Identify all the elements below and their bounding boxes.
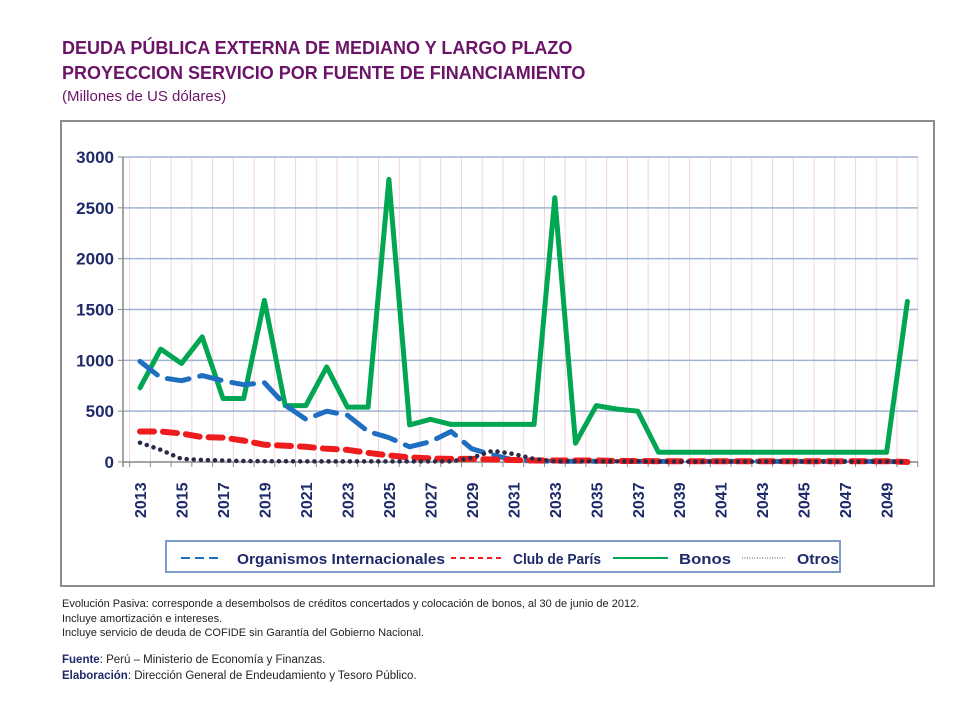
series-line-bonos (137, 176, 910, 455)
chart-subtitle: PROYECCION SERVICIO POR FUENTE DE FINANC… (62, 63, 586, 83)
y-tick-label: 2000 (76, 250, 114, 269)
legend-label-organismos: Organismos Internacionales (237, 551, 445, 568)
legend: Organismos Internacionales Club de París… (165, 540, 841, 573)
source-label: Fuente (62, 654, 100, 666)
x-tick-label: 2017 (216, 482, 233, 518)
y-tick-label: 0 (105, 453, 114, 472)
footnote-amortizacion: Incluye amortización e intereses. (62, 612, 223, 625)
legend-item-otros: Otros (742, 551, 839, 568)
x-tick-label: 2021 (299, 482, 316, 518)
x-tick-label: 2037 (631, 482, 648, 518)
y-tick-label: 500 (86, 402, 114, 421)
x-tick-label: 2025 (382, 482, 399, 518)
elaboration-line: Elaboración: Dirección General de Endeud… (62, 670, 417, 682)
x-tick-label: 2043 (755, 482, 772, 518)
x-tick-label: 2045 (797, 482, 814, 518)
y-tick-label: 3000 (76, 148, 114, 167)
legend-label-otros: Otros (797, 551, 839, 568)
y-tick-label: 1000 (76, 351, 114, 370)
x-tick-label: 2023 (340, 482, 357, 518)
series-bonos (137, 176, 910, 455)
y-tick-labels: 0 500 1000 1500 2000 2500 3000 (76, 148, 114, 472)
x-tick-label: 2035 (589, 482, 606, 518)
x-tick-label: 2041 (714, 482, 731, 518)
series-line-otros (137, 440, 910, 465)
elaboration-label: Elaboración (62, 670, 128, 682)
footnote-cofide: Incluye servicio de deuda de COFIDE sin … (62, 627, 424, 639)
x-tick-label: 2015 (174, 482, 191, 518)
x-tick-label: 2019 (257, 482, 274, 518)
x-tick-label: 2029 (465, 482, 482, 518)
elaboration-text: : Dirección General de Endeudamiento y T… (127, 670, 417, 682)
series-lines (137, 176, 911, 465)
legend-item-club-paris: Club de París (451, 551, 601, 568)
y-tick-label: 1500 (76, 301, 114, 320)
footnote-evolucion: Evolución Pasiva: corresponde a desembol… (62, 598, 640, 610)
legend-item-organismos: Organismos Internacionales (181, 551, 445, 568)
x-tick-label: 2013 (133, 482, 150, 518)
x-tick-label: 2027 (423, 482, 440, 518)
source-line: Fuente: Perú – Ministerio de Economía y … (62, 654, 325, 666)
legend-label-club-paris: Club de París (513, 551, 601, 568)
x-tick-label: 2033 (548, 482, 565, 518)
legend-label-bonos: Bonos (679, 551, 731, 568)
x-tick-label: 2031 (506, 482, 523, 518)
axes (118, 156, 919, 467)
source-text: : Perú – Ministerio de Economía y Finanz… (99, 654, 326, 666)
series-otros (137, 440, 910, 465)
legend-item-bonos: Bonos (613, 551, 731, 568)
footnotes: Evolución Pasiva: corresponde a desembol… (62, 597, 639, 641)
y-tick-label: 2500 (76, 199, 114, 218)
x-tick-label: 2047 (838, 482, 855, 518)
units-label: (Millones de US dólares) (62, 88, 227, 105)
x-tick-label: 2049 (880, 482, 897, 518)
x-tick-label: 2039 (672, 482, 689, 518)
chart-title: DEUDA PÚBLICA EXTERNA DE MEDIANO Y LARGO… (62, 38, 573, 58)
x-tick-labels: 2013 2015 2017 2019 2021 2023 2025 2027 2029 2031… (133, 482, 897, 518)
horizontal-gridlines (123, 156, 918, 412)
